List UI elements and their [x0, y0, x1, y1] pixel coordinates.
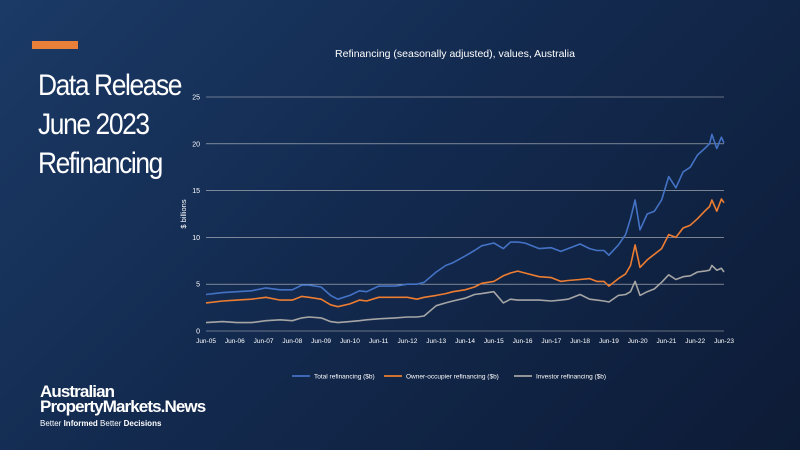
x-tick-label-Jun-16: Jun-16: [513, 338, 533, 345]
x-tick-label-Jun-17: Jun-17: [541, 338, 561, 345]
x-tick-label-Jun-15: Jun-15: [484, 338, 504, 345]
x-tick-label-Jun-22: Jun-22: [685, 338, 705, 345]
legend-label-owner-occupier: Owner-occupier refinancing ($b): [406, 374, 499, 381]
accent-bar: [32, 41, 78, 49]
series-line-investor: [205, 264, 725, 324]
x-tick-label-Jun-09: Jun-09: [311, 338, 331, 345]
x-tick-label-Jun-20: Jun-20: [628, 338, 648, 345]
x-tick-label-Jun-11: Jun-11: [369, 338, 389, 345]
y-tick-label-10: 10: [192, 235, 200, 242]
y-tick-label-5: 5: [196, 282, 200, 289]
x-tick-label-Jun-21: Jun-21: [657, 338, 677, 345]
x-tick-label-Jun-05: Jun-05: [196, 338, 216, 345]
brand-line-2: PropertyMarkets.News: [40, 397, 206, 416]
brand-line-1: Australian: [40, 382, 115, 401]
x-tick-label-Jun-07: Jun-07: [254, 338, 274, 345]
series-line-owner-occupier: [205, 198, 725, 308]
y-tick-label-25: 25: [192, 95, 200, 102]
y-tick-label-20: 20: [192, 141, 200, 148]
legend-label-total: Total refinancing ($b): [314, 374, 375, 381]
y-tick-label-0: 0: [196, 329, 200, 336]
x-tick-label-Jun-08: Jun-08: [282, 338, 302, 345]
release-title: Data Release June 2023 Refinancing: [38, 66, 182, 183]
x-tick-label-Jun-06: Jun-06: [225, 338, 245, 345]
legend-label-investor: Investor refinancing ($b): [536, 374, 606, 381]
y-axis-label: $ billions: [179, 199, 188, 228]
x-tick-label-Jun-23: Jun-23: [714, 338, 734, 345]
release-title-line-2: June 2023: [38, 108, 150, 141]
series-line-total: [205, 133, 725, 301]
x-tick-label-Jun-13: Jun-13: [426, 338, 446, 345]
chart-title: Refinancing (seasonally adjusted), value…: [335, 48, 575, 60]
x-tick-label-Jun-12: Jun-12: [398, 338, 418, 345]
release-title-line-1: Data Release: [38, 69, 182, 102]
brand-tagline: Better Informed Better Decisions: [40, 419, 162, 428]
x-tick-label-Jun-18: Jun-18: [570, 338, 590, 345]
y-tick-label-15: 15: [192, 188, 200, 195]
brand-logo: Australian PropertyMarkets.News Better I…: [40, 382, 206, 428]
x-tick-label-Jun-14: Jun-14: [455, 338, 475, 345]
x-tick-label-Jun-19: Jun-19: [599, 338, 619, 345]
release-title-line-3: Refinancing: [38, 147, 163, 180]
x-tick-label-Jun-10: Jun-10: [340, 338, 360, 345]
